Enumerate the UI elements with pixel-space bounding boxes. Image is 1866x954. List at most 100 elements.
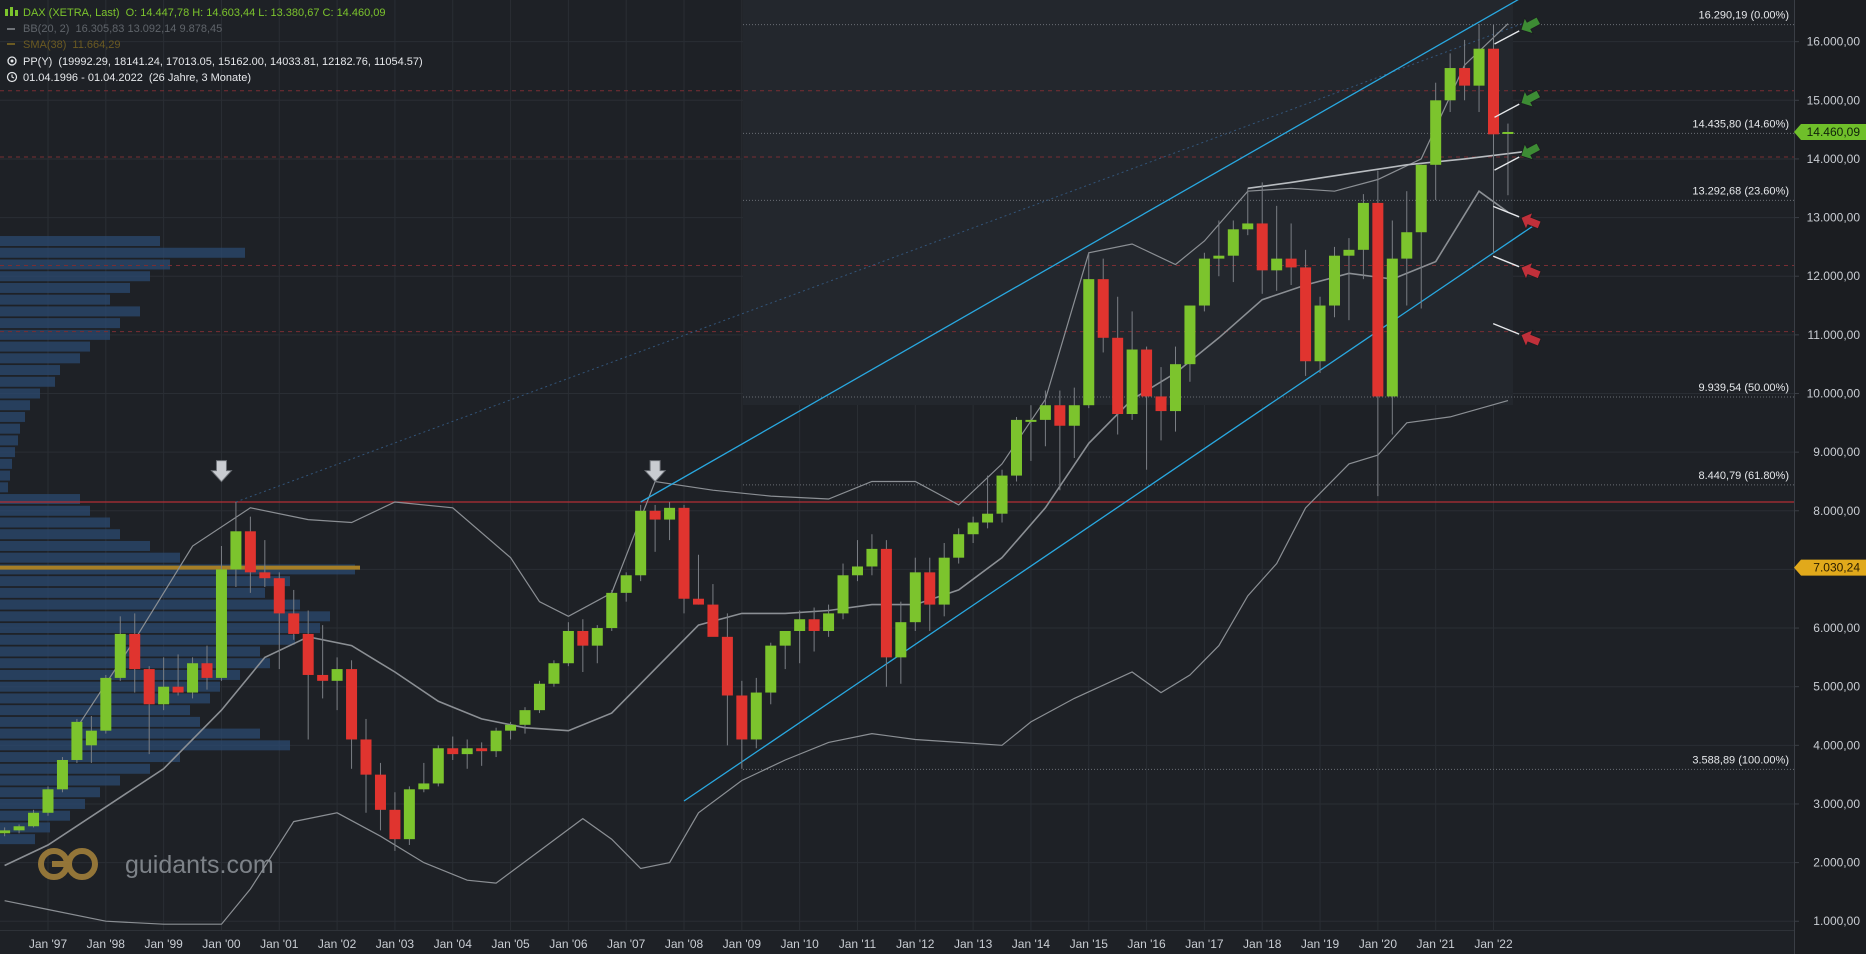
candle-down <box>721 636 733 696</box>
candle-up <box>1025 419 1037 422</box>
svg-text:DAX (XETRA, Last)O: 14.447,78: DAX (XETRA, Last) O: 14.447,78 H: 14.603,… <box>23 7 386 19</box>
x-tick-label: Jan '15 <box>1070 937 1109 951</box>
price-badge-shape <box>1794 559 1866 576</box>
time-axis[interactable]: Jan '97 Jan '98 Jan '99 Jan '00 Jan '01 Jan '… <box>29 937 1513 951</box>
volume-profile-bar <box>0 482 8 493</box>
candle-down <box>302 633 314 675</box>
green-arrow-icon <box>1494 142 1542 171</box>
svg-text:PP(Y)(19992.29, 18141.24, 1701: PP(Y) (19992.29, 18141.24, 17013.05, 1516… <box>23 56 423 68</box>
arrow-shape <box>1520 211 1542 231</box>
y-tick-label: 4.000,00 <box>1813 738 1860 752</box>
bb-values: 16.305,83 13.092,14 9.878,45 <box>75 23 222 35</box>
candle-up <box>1343 249 1355 256</box>
candle-up <box>1271 258 1283 271</box>
x-tick-label: Jan '16 <box>1127 937 1166 951</box>
horizontal-lines <box>0 24 1794 770</box>
level-tick <box>1494 156 1520 171</box>
price-badge-label: 14.460,09 <box>1807 125 1861 139</box>
y-tick-label: 1.000,00 <box>1813 914 1860 928</box>
candle-up <box>42 789 54 813</box>
chart-legend: DAX (XETRA, Last) O: 14.447,78 H: 14.603,… <box>5 7 423 84</box>
candle-down <box>346 669 358 740</box>
candle-down <box>880 548 892 658</box>
candle-down <box>360 739 372 775</box>
candle-up <box>533 683 545 711</box>
x-tick-label: Jan '20 <box>1359 937 1398 951</box>
candle-up <box>1401 232 1413 259</box>
y-tick-label: 16.000,00 <box>1807 35 1861 49</box>
candle-down <box>172 686 184 693</box>
fib-label: 13.292,68 (23.60%) <box>1692 185 1789 197</box>
x-tick-label: Jan '18 <box>1243 937 1282 951</box>
volume-profile-bar <box>0 529 120 540</box>
candle-up <box>794 619 806 631</box>
level-tick <box>1494 30 1520 45</box>
recent-highlight <box>743 0 1513 405</box>
candle-up <box>85 730 97 746</box>
volume-profile-bar <box>0 599 300 610</box>
volume-profile-bar <box>0 834 35 845</box>
volume-profile-bar <box>0 540 150 551</box>
candles <box>0 24 1514 851</box>
y-tick-label: 11.000,00 <box>1808 328 1861 342</box>
volume-profile-bar <box>0 400 30 411</box>
candle-up <box>1198 258 1210 306</box>
y-tick-label: 8.000,00 <box>1813 504 1860 518</box>
candle-down <box>1256 223 1268 271</box>
ohlc-values: O: 14.447,78 H: 14.603,44 L: 13.380,67 C… <box>126 7 386 19</box>
signal-arrows <box>210 16 1542 483</box>
x-tick-label: Jan '04 <box>434 937 473 951</box>
bollinger-lower <box>4 400 1509 925</box>
candle-up <box>432 748 444 784</box>
candle-up <box>866 548 878 567</box>
volume-profile-bar <box>0 376 55 387</box>
y-tick-label: 3.000,00 <box>1813 797 1860 811</box>
pivot-values: (19992.29, 18141.24, 17013.05, 15162.00,… <box>58 56 422 68</box>
volume-profile-bar <box>0 505 90 516</box>
x-tick-label: Jan '19 <box>1301 937 1340 951</box>
candle-up <box>1039 405 1051 420</box>
guidants-logo-icon <box>38 848 98 880</box>
candle-down <box>1459 68 1471 86</box>
candle-down <box>678 507 690 599</box>
x-tick-label: Jan '10 <box>780 937 819 951</box>
volume-profile-bar <box>0 763 150 774</box>
volume-profile-bar <box>0 752 180 763</box>
candle-down <box>1285 258 1297 268</box>
candle-down <box>1097 279 1109 338</box>
candle-down <box>288 613 300 634</box>
x-tick-label: Jan '01 <box>260 937 299 951</box>
channel-upper-line <box>640 0 1519 503</box>
candle-up <box>1357 202 1369 250</box>
candle-up <box>1083 279 1095 406</box>
candle-up <box>982 513 994 523</box>
candle-down <box>1054 405 1066 426</box>
svg-text:BB(20, 2)16.305,83 13.092,14: BB(20, 2) 16.305,83 13.092,14 9.878,45 <box>23 23 222 35</box>
x-tick-label: Jan '17 <box>1185 937 1224 951</box>
volume-profile-bar <box>0 318 120 329</box>
poc-bar <box>0 565 360 570</box>
candle-down <box>129 633 141 670</box>
volume-profile-bar <box>0 470 10 481</box>
arrow-shape <box>1520 329 1542 348</box>
y-tick-label: 6.000,00 <box>1813 621 1860 635</box>
y-tick-label: 13.000,00 <box>1807 211 1861 225</box>
volume-profile-bar <box>0 247 245 258</box>
candle-up <box>837 575 849 614</box>
candle-up <box>1314 305 1326 362</box>
candle-up <box>331 669 343 681</box>
y-tick-label: 14.000,00 <box>1807 152 1861 166</box>
bollinger-middle <box>4 190 1509 867</box>
candle-up <box>1169 364 1181 412</box>
volume-profile-bar <box>0 435 18 446</box>
candle-up <box>490 730 502 752</box>
candle-up <box>750 692 762 740</box>
volume-profile-bar <box>0 423 20 434</box>
pivot-label: PP(Y) <box>23 56 52 68</box>
x-tick-label: Jan '02 <box>318 937 357 951</box>
candle-up <box>158 686 170 705</box>
volume-profile-bar <box>0 411 25 422</box>
candle-up <box>1010 419 1022 476</box>
price-axis-panel <box>1794 0 1866 954</box>
